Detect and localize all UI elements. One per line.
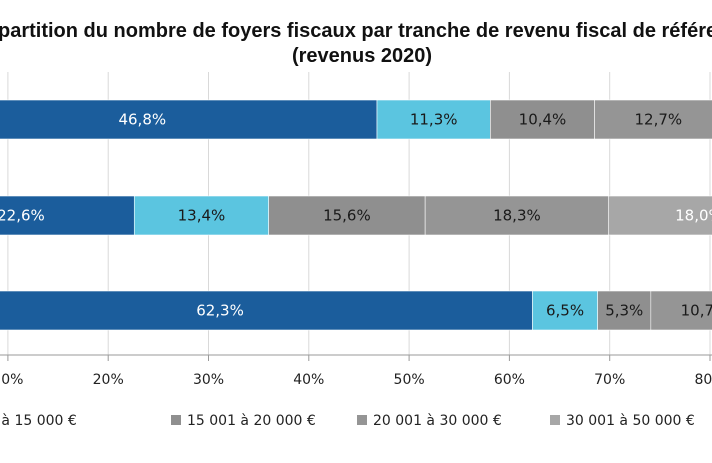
bar-data-label: 10,4% [519,111,567,129]
bar-segment [532,290,598,331]
x-tick-label: 10% [0,372,23,388]
bar-segment [133,195,269,236]
bar-data-label: 13,4% [178,207,226,225]
chart-subtitle: (revenus 2020) [292,45,432,67]
bar-data-label: 5,3% [605,302,643,320]
bar-segment [608,195,712,236]
bar-segment [0,99,378,140]
bar-segment [268,195,426,236]
x-tick-label: 50% [394,372,425,388]
bar-data-label: 12,7% [635,111,683,129]
chart-title-group: Répartition du nombre de foyers fiscaux … [0,20,712,67]
legend-item-label: 30 001 à 50 000 € [566,413,695,429]
x-tick-label: 70% [594,372,625,388]
x-axis: 0%10%20%30%40%50%60%70%80% [0,354,712,388]
x-tick-label: 40% [293,372,324,388]
x-tick-label: 20% [93,372,124,388]
legend-item-label: 10 001 à 15 000 € [0,413,77,429]
bar-series: 46,8% 11,3% 10,4% 12,7% 22,6% 13,4% 15,6% 18,3%… [0,99,712,331]
bar-data-label: 46,8% [118,111,166,129]
bar-segment [376,99,491,140]
bar-data-label: 6,5% [546,302,584,320]
bar-segment [424,195,609,236]
legend-swatch [550,415,560,425]
bar-data-label: 18,3% [493,207,541,225]
bar-segment [650,290,712,331]
x-tick-label: 30% [193,372,224,388]
legend-swatch [171,415,181,425]
bar-segment [0,195,135,236]
chart-title: Répartition du nombre de foyers fiscaux … [0,20,712,42]
bar-data-label: 11,3% [410,111,458,129]
legend: 10 001 à 15 000 € 15 001 à 20 000 € 20 001… [0,413,695,429]
bar-data-label: 10,7% [681,302,712,320]
bar-data-label: 62,3% [196,302,244,320]
x-tick-label: 60% [494,372,525,388]
legend-swatch [357,415,367,425]
x-tick-label: 80% [694,372,712,388]
bar-data-label: 22,6% [0,207,45,225]
bar-data-label: 18,0% [675,207,712,225]
bar-segment [594,99,712,140]
legend-item-label: 20 001 à 30 000 € [373,413,502,429]
legend-item-label: 15 001 à 20 000 € [187,413,316,429]
bar-data-label: 15,6% [323,207,371,225]
bar-segment [490,99,595,140]
bar-segment [0,290,533,331]
